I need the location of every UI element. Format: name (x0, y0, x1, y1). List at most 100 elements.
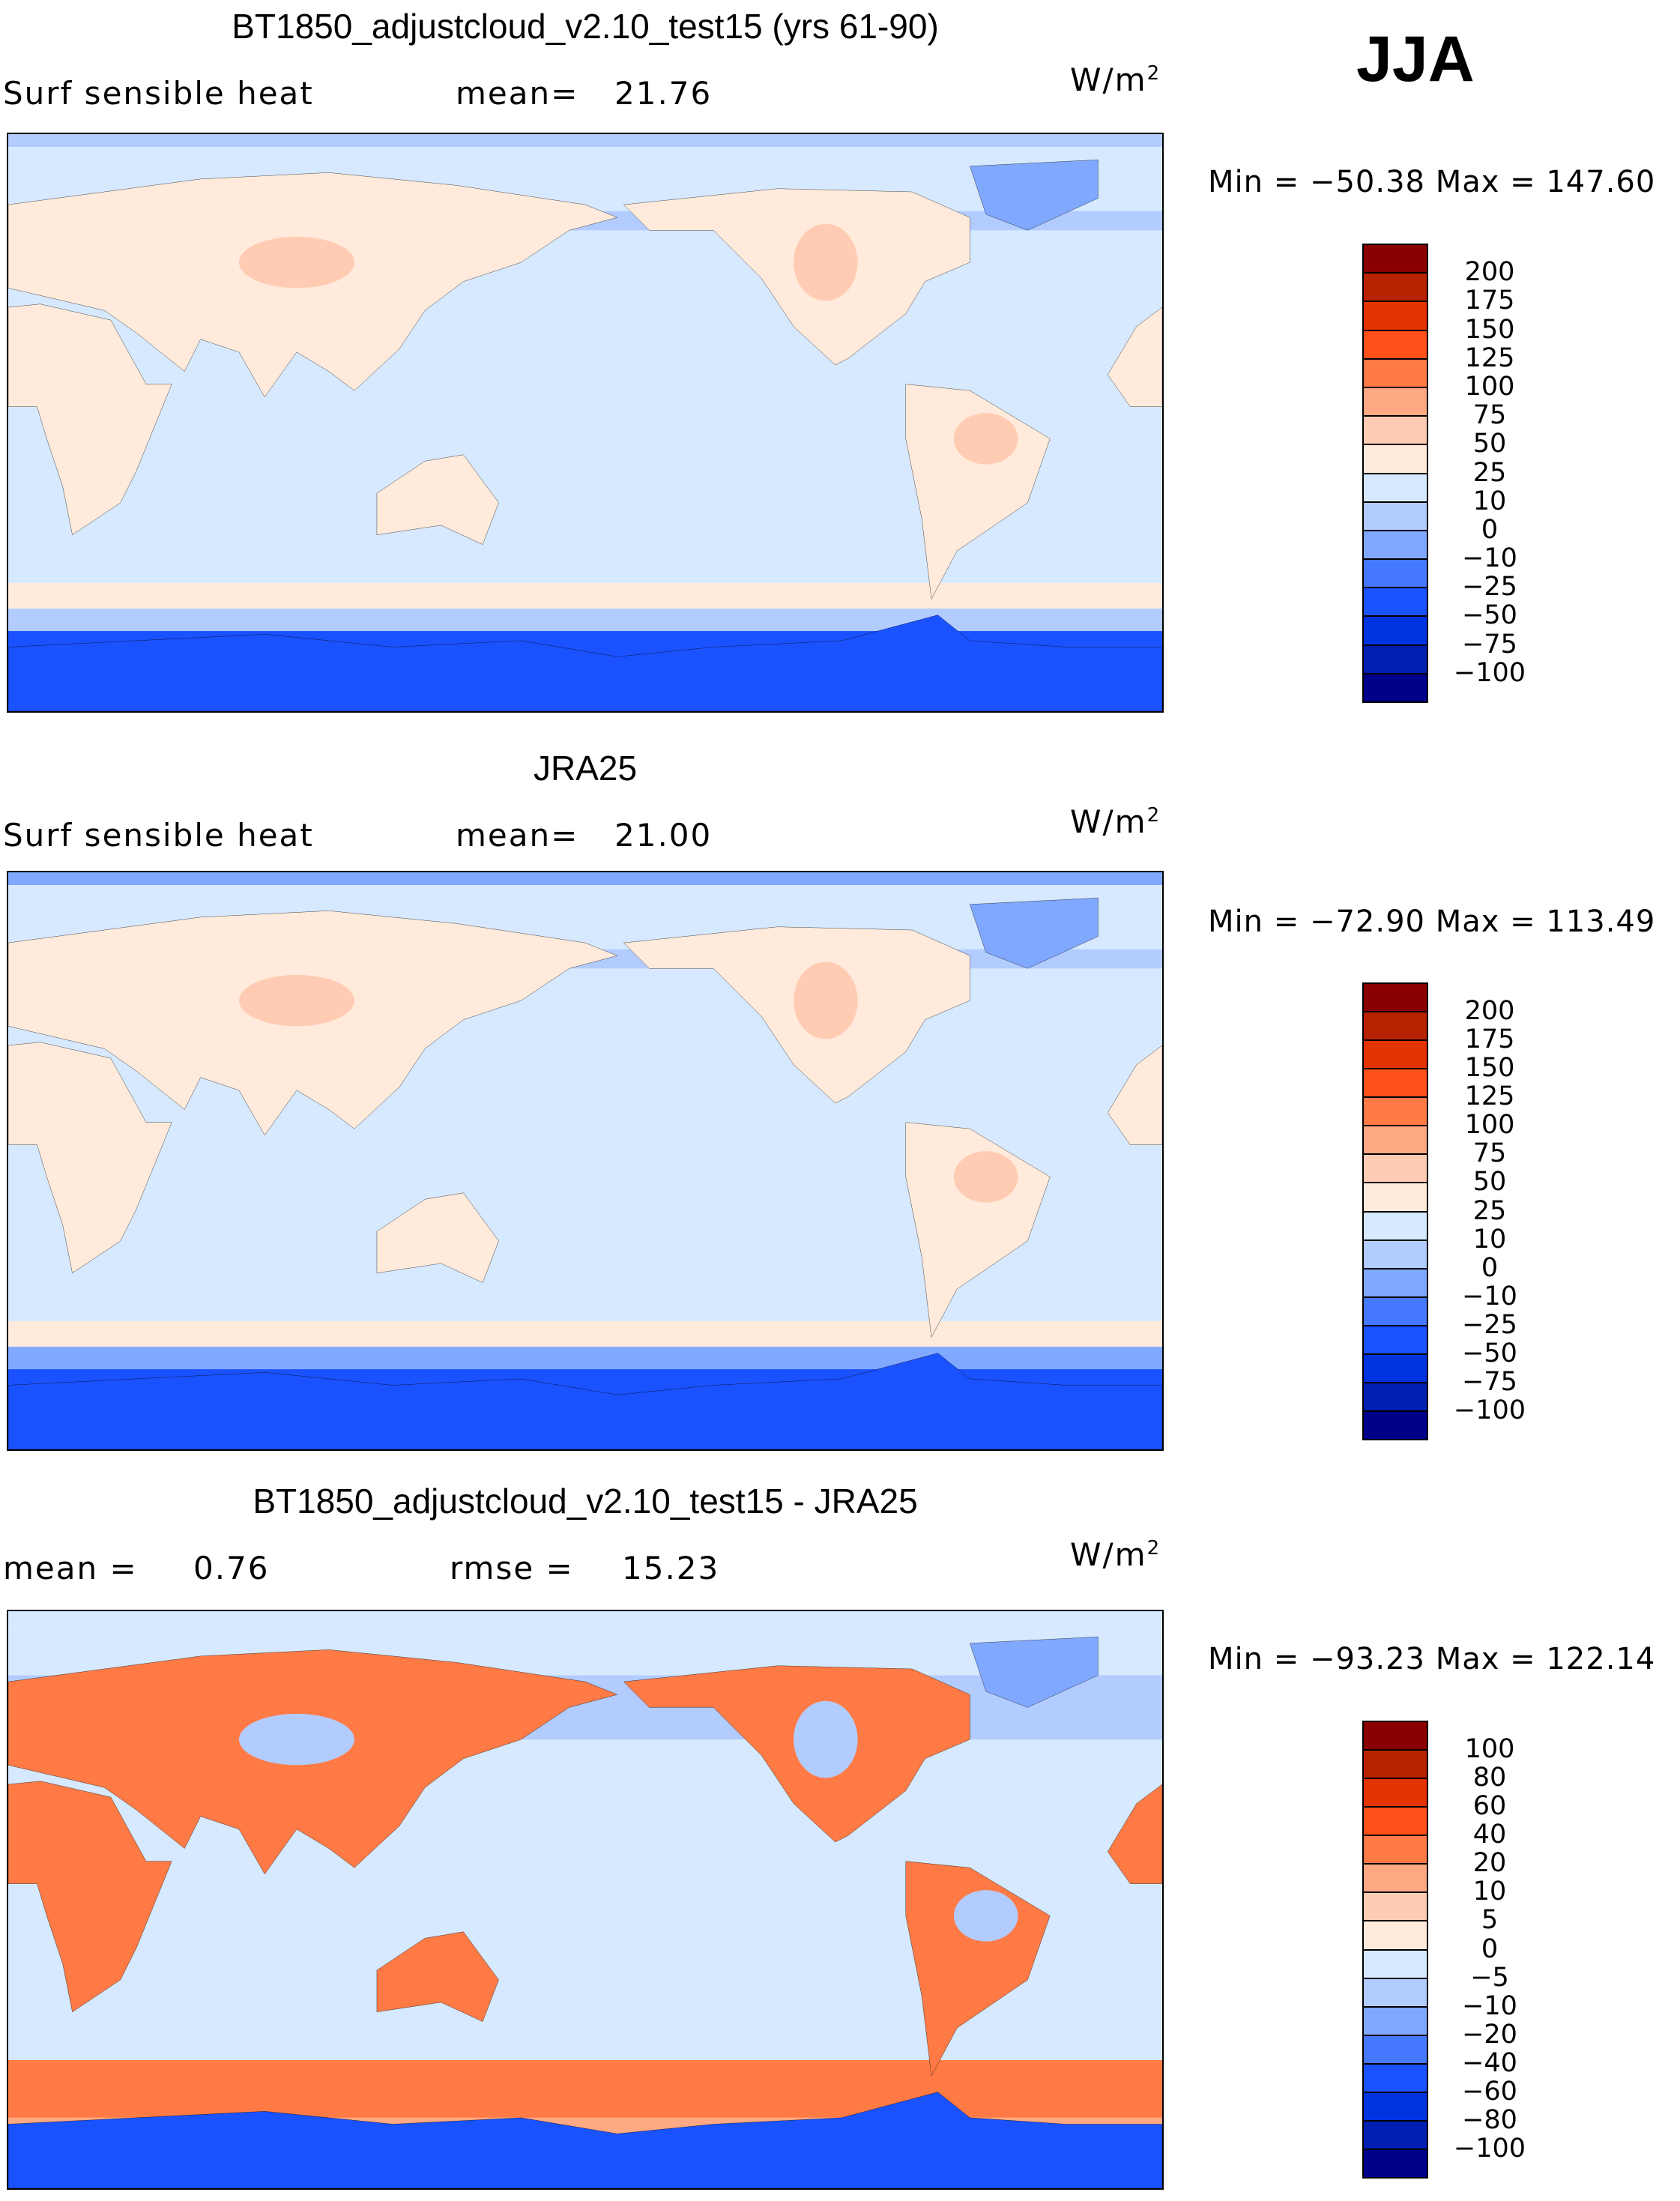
colorbar-tick-label: −10 (1462, 1281, 1517, 1311)
colorbar-tick-label: −20 (1462, 2019, 1517, 2050)
colorbar-swatch (1362, 2005, 1428, 2036)
colorbar-tick-label: 125 (1464, 1081, 1515, 1112)
mean-value: 0.76 (193, 1550, 270, 1586)
colorbar-tick-label: 25 (1472, 1195, 1507, 1226)
colorbar-swatch (1362, 1068, 1428, 1099)
field-band (8, 582, 1162, 609)
land-aus (377, 455, 499, 545)
land-africaL (8, 304, 172, 535)
land-green (970, 898, 1098, 968)
land-ant (8, 615, 1162, 711)
colorbar-tick-label: 125 (1464, 342, 1515, 373)
field-band (8, 872, 1162, 886)
colorbar-swatch (1362, 1353, 1428, 1383)
colorbar-tick-label: 150 (1464, 314, 1515, 345)
colorbar-swatch (1362, 1039, 1428, 1070)
colorbar-swatch (1362, 444, 1428, 474)
colorbar-swatch (1362, 1778, 1428, 1808)
land-africaL (8, 1781, 172, 2012)
colorbar-tick-label: 80 (1472, 1763, 1507, 1793)
colorbar-swatch (1362, 2062, 1428, 2093)
land-africaR (1108, 307, 1162, 407)
colorbar-tick-label: −25 (1462, 1309, 1517, 1340)
colorbar-swatch (1362, 1891, 1428, 1922)
colorbar-tick-label: 0 (1481, 1252, 1499, 1283)
global-map (7, 871, 1164, 1451)
colorbar-swatch (1362, 1749, 1428, 1780)
field-band (8, 1611, 1162, 1625)
colorbar-tick-label: 100 (1464, 1110, 1515, 1141)
colorbar-swatch (1362, 1721, 1428, 1751)
field-band (8, 1320, 1162, 1347)
chart-title: JRA25 (533, 749, 638, 788)
land-ant (8, 2092, 1162, 2188)
colorbar-swatch (1362, 472, 1428, 503)
colorbar-swatch (1362, 501, 1428, 531)
colorbar-swatch (1362, 2148, 1428, 2179)
colorbar-swatch (1362, 1239, 1428, 1269)
colorbar-swatch (1362, 301, 1428, 331)
land-green (970, 1637, 1098, 1707)
field-patch (953, 1890, 1018, 1942)
field-patch (794, 961, 858, 1039)
colorbar-swatch (1362, 1125, 1428, 1156)
mean-label: mean= (456, 75, 579, 112)
global-map (7, 1610, 1164, 2190)
field-band (8, 134, 1162, 148)
colorbar-tick-label: −50 (1462, 1338, 1517, 1368)
colorbar-swatch (1362, 272, 1428, 303)
colorbar-swatch (1362, 1267, 1428, 1298)
colorbar-tick-label: −75 (1462, 629, 1517, 659)
colorbar-tick-label: 100 (1464, 1734, 1515, 1765)
colorbar-tick-label: −100 (1453, 657, 1526, 688)
colorbar-tick-label: 75 (1472, 1138, 1507, 1169)
field-patch (239, 236, 354, 289)
colorbar-tick-label: 40 (1472, 1820, 1507, 1850)
colorbar-tick-label: 150 (1464, 1053, 1515, 1084)
colorbar-swatch (1362, 1096, 1428, 1127)
land-aus (377, 1932, 499, 2022)
field-patch (953, 1151, 1018, 1203)
colorbar-swatch (1362, 329, 1428, 360)
colorbar-swatch (1362, 1920, 1428, 1951)
colorbar-swatch (1362, 357, 1428, 388)
field-band (8, 1347, 1162, 1370)
land-green (970, 160, 1098, 230)
chart-title: BT1850_adjustcloud_v2.10_test15 - JRA25 (253, 1482, 918, 1521)
colorbar-tick-label: −60 (1462, 2076, 1517, 2107)
colorbar-tick-label: 175 (1464, 1024, 1515, 1055)
colorbar-tick-label: 10 (1472, 486, 1507, 516)
colorbar-swatch (1362, 1410, 1428, 1440)
colorbar-tick-label: −100 (1453, 1395, 1526, 1425)
rmse-label: rmse = (450, 1550, 574, 1586)
units-label: W/m2 (1070, 803, 1161, 840)
chart-title: BT1850_adjustcloud_v2.10_test15 (yrs 61-… (232, 7, 939, 46)
colorbar-swatch (1362, 615, 1428, 646)
colorbar-swatch (1362, 1381, 1428, 1412)
colorbar-swatch (1362, 644, 1428, 674)
colorbar-tick-label: −10 (1462, 1990, 1517, 2021)
global-map (7, 133, 1164, 713)
colorbar-swatch (1362, 982, 1428, 1013)
colorbar-tick-label: −10 (1462, 543, 1517, 574)
colorbar-swatch (1362, 1948, 1428, 1979)
colorbar-tick-label: −75 (1462, 1366, 1517, 1397)
colorbar-swatch (1362, 529, 1428, 561)
units-label: W/m2 (1070, 1536, 1161, 1573)
min-max-label: Min = −72.90 Max = 113.49 (1208, 905, 1656, 939)
colorbar-tick-label: −80 (1462, 2104, 1517, 2135)
min-max-label: Min = −93.23 Max = 122.14 (1208, 1642, 1656, 1676)
colorbar-swatch (1362, 1153, 1428, 1184)
field-band (8, 2059, 1162, 2118)
colorbar-tick-label: −5 (1470, 1962, 1509, 1993)
colorbar-swatch (1362, 1182, 1428, 1213)
colorbar-swatch (1362, 587, 1428, 618)
rmse-value: 15.23 (622, 1550, 720, 1586)
colorbar-swatch (1362, 672, 1428, 703)
colorbar-swatch (1362, 2091, 1428, 2122)
colorbar-swatch (1362, 1296, 1428, 1326)
mean-value: 21.00 (614, 817, 713, 854)
colorbar-tick-label: 100 (1464, 371, 1515, 402)
colorbar-tick-label: 20 (1472, 1848, 1507, 1879)
